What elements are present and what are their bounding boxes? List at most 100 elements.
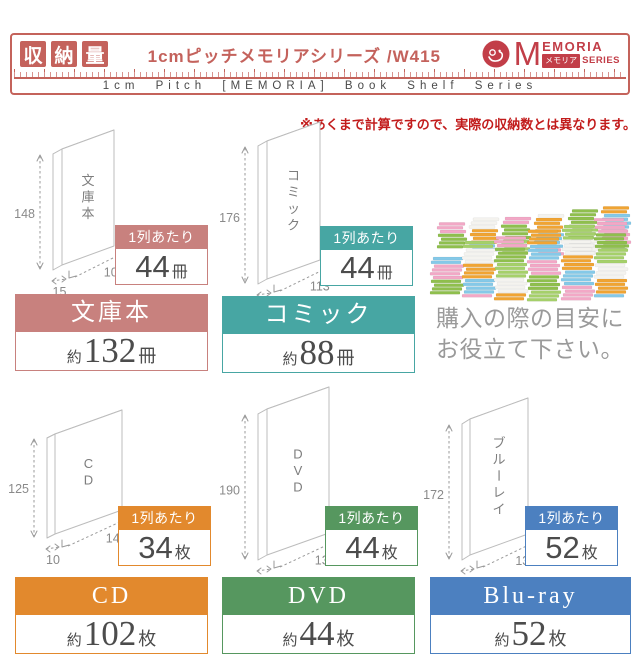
total-prefix: 約: [66, 632, 82, 649]
per-row-box-dvd: 1列あたり 44 枚: [325, 506, 418, 566]
book-diagram-bluray: ブルーレイ17213513: [423, 397, 542, 589]
item-title: コミック: [223, 297, 414, 334]
item-total: 約 52 枚: [431, 615, 630, 653]
total-unit: 枚: [548, 629, 567, 649]
per-row-box-comic: 1列あたり 44 冊: [320, 226, 413, 286]
book-label-char: 文: [81, 173, 94, 188]
height-dim-value: 176: [219, 211, 240, 225]
banner-subtitle: 1cm Pitch [MEMORIA] Book Shelf Series: [102, 80, 538, 92]
thickness-dim-line: [45, 546, 60, 550]
per-row-value: 44: [340, 250, 375, 285]
item-title: DVD: [223, 578, 414, 615]
thickness-dim-line: [51, 278, 67, 282]
guide-line-1: 購入の際の目安に: [436, 306, 624, 331]
per-row-unit: 冊: [376, 265, 393, 282]
label-box-comic: コミック 約 88 冊: [222, 296, 415, 373]
total-value: 44: [299, 614, 335, 653]
capacity-char-2: 納: [51, 41, 77, 67]
total-value: 52: [511, 614, 547, 653]
per-row-count: 44 枚: [326, 530, 417, 565]
thickness-dim-value: 10: [46, 553, 60, 567]
per-row-count: 34 枚: [119, 530, 210, 565]
logo-series: SERIES: [582, 54, 620, 66]
book-label-char: イ: [492, 502, 505, 517]
book-spine-face: [52, 148, 63, 271]
thickness-dim-line: [460, 568, 475, 572]
capacity-char-1: 収: [20, 41, 46, 67]
depth-dim-line: [482, 538, 542, 568]
per-row-box-bunkobon: 1列あたり 44 冊: [115, 225, 208, 285]
per-row-label: 1列あたり: [119, 507, 210, 530]
item-total: 約 88 冊: [223, 334, 414, 372]
logo-emoria: EMORIA: [542, 38, 604, 54]
book-label-char: ッ: [287, 201, 300, 216]
item-title: CD: [16, 578, 207, 615]
book-spine-face: [46, 433, 56, 539]
total-prefix: 約: [494, 632, 510, 649]
height-dim-value: 190: [219, 483, 240, 497]
book-label-char: 本: [81, 206, 94, 221]
book-label-char: 庫: [81, 190, 94, 205]
total-value: 132: [83, 331, 137, 370]
per-row-value: 44: [345, 530, 380, 565]
height-dim-value: 148: [14, 207, 35, 221]
per-row-unit: 枚: [381, 545, 398, 562]
book-diagram-dvd: DVD19013515: [219, 386, 343, 589]
total-unit: 冊: [336, 348, 355, 368]
guide-line-2: お役立て下さい。: [436, 337, 624, 362]
total-value: 102: [83, 614, 137, 653]
per-row-value: 52: [545, 530, 580, 565]
total-prefix: 約: [66, 349, 82, 366]
height-dim-value: 125: [8, 482, 29, 496]
per-row-box-cd: 1列あたり 34 枚: [118, 506, 211, 566]
label-box-dvd: DVD 約 44 枚: [222, 577, 415, 654]
per-row-unit: 枚: [174, 545, 191, 562]
banner-top-row: 収 納 量 1cmピッチメモリアシリーズ /W415 M EMORIA メモリア: [12, 35, 628, 72]
total-value: 88: [299, 333, 335, 372]
label-box-bunkobon: 文庫本 約 132 冊: [15, 294, 208, 371]
book-label-char: C: [84, 456, 93, 471]
per-row-label: 1列あたり: [116, 226, 207, 249]
ruler-ticks: [14, 69, 626, 79]
book-label-char: V: [294, 463, 303, 478]
book-spine-face: [461, 418, 471, 561]
per-row-value: 34: [138, 530, 173, 565]
memoria-logo: M EMORIA メモリア SERIES: [481, 35, 620, 72]
book-spine-face: [257, 408, 268, 561]
per-row-count: 44 冊: [321, 250, 412, 285]
total-prefix: 約: [282, 632, 298, 649]
per-row-unit: 冊: [171, 264, 188, 281]
book-label-char: ー: [491, 469, 506, 482]
per-row-label: 1列あたり: [321, 227, 412, 250]
logo-initial: M: [513, 35, 542, 72]
per-row-count: 52 枚: [526, 530, 617, 565]
per-row-box-bluray: 1列あたり 52 枚: [525, 506, 618, 566]
disclaimer-note: ※あくまで計算ですので、実際の収納数とは異なります。: [300, 117, 636, 132]
label-box-cd: CD 約 102 枚: [15, 577, 208, 654]
per-row-label: 1列あたり: [326, 507, 417, 530]
item-title: 文庫本: [16, 295, 207, 332]
capacity-char-3: 量: [82, 41, 108, 67]
item-title: Blu-ray: [431, 578, 630, 615]
label-box-bluray: Blu-ray 約 52 枚: [430, 577, 631, 654]
thickness-dim-line: [256, 292, 272, 296]
guide-text: 購入の際の目安に お役立て下さい。: [420, 303, 640, 365]
book-diagram-comic: コミック17611315: [219, 121, 334, 313]
total-unit: 枚: [336, 629, 355, 649]
book-label-char: ミ: [287, 184, 300, 199]
logo-jp-badge: メモリア: [542, 53, 581, 68]
header-banner: 収 納 量 1cmピッチメモリアシリーズ /W415 M EMORIA メモリア: [10, 33, 630, 95]
series-title: 1cmピッチメモリアシリーズ /W415: [147, 46, 441, 66]
height-dim-value: 172: [423, 488, 444, 502]
total-prefix: 約: [282, 351, 298, 368]
thickness-dim-line: [256, 568, 272, 572]
memoria-mascot-icon: [482, 40, 510, 68]
per-row-unit: 枚: [581, 545, 598, 562]
logo-text: EMORIA メモリア SERIES: [542, 38, 620, 68]
book-front-face: [61, 129, 115, 266]
book-label-char: D: [84, 472, 93, 487]
item-total: 約 44 枚: [223, 615, 414, 653]
per-row-value: 44: [135, 249, 170, 284]
